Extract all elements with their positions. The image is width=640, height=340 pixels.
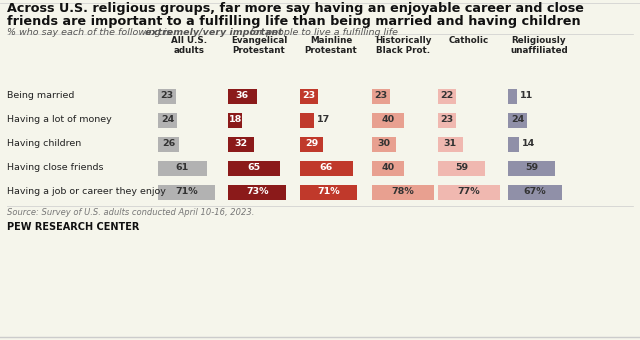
- Bar: [438, 113, 456, 128]
- Bar: [438, 136, 463, 152]
- Text: 23: 23: [161, 91, 174, 101]
- Bar: [158, 136, 179, 152]
- Bar: [228, 185, 287, 200]
- Text: 59: 59: [455, 164, 468, 172]
- Text: Catholic: Catholic: [449, 36, 489, 45]
- Text: 73%: 73%: [246, 187, 268, 197]
- Text: Evangelical
Protestant: Evangelical Protestant: [231, 36, 287, 55]
- Text: 17: 17: [317, 116, 330, 124]
- Text: 24: 24: [161, 116, 174, 124]
- Text: PEW RESEARCH CENTER: PEW RESEARCH CENTER: [7, 222, 140, 232]
- Bar: [508, 160, 556, 175]
- Text: 67%: 67%: [524, 187, 546, 197]
- Text: 36: 36: [236, 91, 249, 101]
- Bar: [228, 136, 253, 152]
- Text: 23: 23: [440, 116, 454, 124]
- Text: 71%: 71%: [317, 187, 340, 197]
- Text: 29: 29: [305, 139, 318, 149]
- Bar: [300, 88, 319, 103]
- Text: 23: 23: [303, 91, 316, 101]
- Text: 71%: 71%: [175, 187, 198, 197]
- Text: 30: 30: [378, 139, 390, 149]
- Text: extremely/very important: extremely/very important: [145, 28, 283, 37]
- Text: % who say each of the following is: % who say each of the following is: [7, 28, 174, 37]
- Text: Having children: Having children: [7, 139, 81, 149]
- Text: 22: 22: [440, 91, 453, 101]
- Text: Historically
Black Prot.: Historically Black Prot.: [375, 36, 431, 55]
- Text: 11: 11: [520, 91, 533, 101]
- Bar: [508, 136, 519, 152]
- Text: 77%: 77%: [458, 187, 480, 197]
- Bar: [158, 160, 207, 175]
- Bar: [158, 88, 177, 103]
- Bar: [438, 88, 456, 103]
- Bar: [438, 185, 500, 200]
- Bar: [228, 113, 243, 128]
- Bar: [372, 113, 404, 128]
- Bar: [300, 113, 314, 128]
- Text: Being married: Being married: [7, 91, 74, 101]
- Bar: [300, 136, 323, 152]
- Text: for people to live a fulfilling life: for people to live a fulfilling life: [247, 28, 398, 37]
- Text: Religiously
unaffiliated: Religiously unaffiliated: [510, 36, 568, 55]
- Bar: [158, 113, 177, 128]
- Text: 26: 26: [162, 139, 175, 149]
- Bar: [228, 160, 280, 175]
- Text: Mainline
Protestant: Mainline Protestant: [305, 36, 357, 55]
- Text: 78%: 78%: [392, 187, 415, 197]
- Bar: [372, 136, 396, 152]
- Text: Source: Survey of U.S. adults conducted April 10-16, 2023.: Source: Survey of U.S. adults conducted …: [7, 208, 254, 217]
- Bar: [372, 160, 404, 175]
- Text: Across U.S. religious groups, far more say having an enjoyable career and close: Across U.S. religious groups, far more s…: [7, 2, 584, 15]
- Text: friends are important to a fulfilling life than being married and having childre: friends are important to a fulfilling li…: [7, 15, 580, 28]
- Bar: [228, 88, 257, 103]
- Bar: [372, 185, 435, 200]
- Text: 65: 65: [248, 164, 260, 172]
- Bar: [300, 185, 357, 200]
- Bar: [438, 160, 485, 175]
- Text: 66: 66: [320, 164, 333, 172]
- Text: All U.S.
adults: All U.S. adults: [171, 36, 207, 55]
- Text: 40: 40: [381, 164, 395, 172]
- Text: Having close friends: Having close friends: [7, 164, 104, 172]
- Text: 61: 61: [176, 164, 189, 172]
- Bar: [508, 113, 527, 128]
- Text: Having a job or career they enjoy: Having a job or career they enjoy: [7, 187, 166, 197]
- Text: 40: 40: [381, 116, 395, 124]
- Bar: [300, 160, 353, 175]
- Text: 32: 32: [234, 139, 248, 149]
- Text: 31: 31: [444, 139, 457, 149]
- Text: 24: 24: [511, 116, 524, 124]
- Text: 18: 18: [228, 116, 242, 124]
- Bar: [508, 185, 562, 200]
- Bar: [158, 185, 215, 200]
- Text: 23: 23: [374, 91, 388, 101]
- Text: 14: 14: [522, 139, 536, 149]
- Text: 59: 59: [525, 164, 538, 172]
- Text: Having a lot of money: Having a lot of money: [7, 116, 112, 124]
- Bar: [508, 88, 517, 103]
- Bar: [372, 88, 390, 103]
